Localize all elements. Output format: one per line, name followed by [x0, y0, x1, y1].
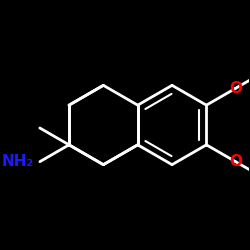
Text: O: O [229, 154, 242, 169]
Text: NH₂: NH₂ [2, 154, 34, 169]
Text: O: O [229, 81, 242, 96]
